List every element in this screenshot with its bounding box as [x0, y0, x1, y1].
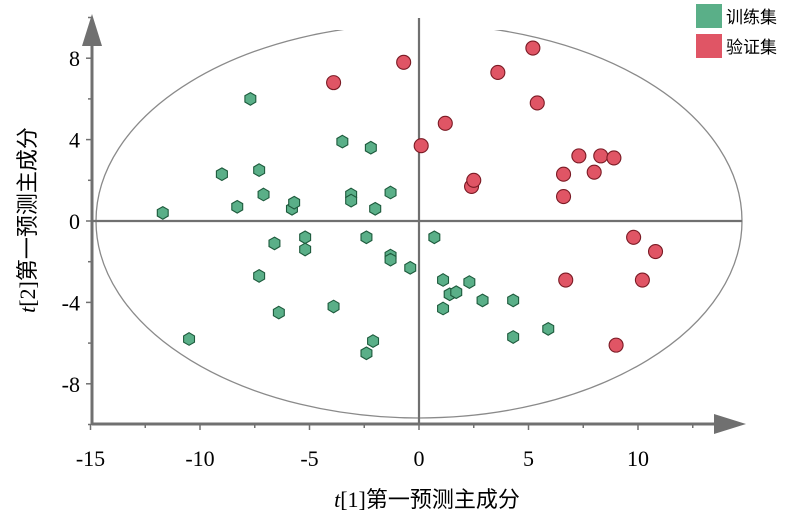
x-tick-label: 0	[414, 446, 425, 471]
training-point	[360, 230, 373, 245]
training-point	[507, 330, 520, 344]
validation-point	[608, 337, 624, 353]
legend-label: 验证集	[726, 38, 777, 58]
training-point	[542, 321, 555, 336]
y-tick-label: 0	[69, 209, 80, 234]
legend-swatch	[696, 4, 722, 28]
validation-point	[626, 229, 642, 245]
training-point	[156, 205, 169, 220]
x-axis-arrow	[714, 414, 746, 434]
training-point	[345, 193, 358, 208]
y-tick-label: -8	[62, 372, 80, 397]
validation-point	[529, 95, 545, 111]
x-tick-label: -15	[76, 446, 105, 471]
validation-point	[593, 148, 609, 164]
training-point	[183, 332, 196, 346]
y-axis-title-rest: [2]第一预测主成分	[15, 127, 40, 307]
validation-point	[606, 150, 622, 166]
y-tick-label: 8	[69, 46, 80, 71]
training-point	[327, 299, 340, 314]
training-point	[360, 346, 373, 361]
training-point	[384, 185, 397, 200]
y-axis-title: t[2]第一预测主成分	[15, 127, 40, 313]
legend-label: 训练集	[726, 8, 777, 28]
validation-point	[437, 115, 453, 131]
validation-point	[555, 166, 572, 182]
x-tick-label: 10	[627, 446, 649, 471]
validation-point	[396, 54, 412, 70]
training-point	[299, 242, 312, 257]
training-point	[364, 140, 377, 155]
training-point	[476, 293, 489, 308]
validation-point	[634, 272, 650, 288]
validation-point	[466, 172, 482, 188]
training-point	[384, 252, 397, 267]
training-point	[288, 195, 301, 210]
training-point	[369, 201, 382, 216]
validation-point	[490, 64, 506, 80]
x-tick-label: 5	[523, 446, 534, 471]
validation-point	[647, 243, 664, 260]
training-point	[404, 260, 417, 275]
training-point	[215, 167, 228, 182]
x-axis-title-italic: t	[334, 487, 341, 512]
training-point	[257, 187, 270, 202]
training-point	[367, 334, 380, 349]
x-tick-label: -5	[300, 446, 318, 471]
training-point	[244, 91, 257, 106]
validation-point	[413, 138, 429, 154]
training-point	[253, 268, 266, 283]
x-tick-label: -10	[185, 446, 214, 471]
validation-point	[326, 75, 342, 91]
series-validation	[326, 40, 664, 353]
legend-swatch	[696, 34, 722, 58]
training-point	[299, 230, 312, 245]
validation-point	[555, 189, 572, 205]
training-point	[463, 275, 476, 290]
training-point	[231, 199, 244, 214]
y-axis-title-italic: t	[15, 306, 40, 313]
training-point	[507, 293, 520, 308]
training-point	[272, 305, 285, 320]
validation-point	[586, 164, 602, 180]
validation-point	[571, 148, 587, 164]
x-axis-title: t[1]第一预测主成分	[334, 487, 520, 512]
training-point	[268, 236, 281, 251]
training-point	[437, 273, 450, 287]
y-tick-label: -4	[62, 290, 80, 315]
x-axis-title-rest: [1]第一预测主成分	[340, 487, 520, 512]
validation-point	[558, 272, 574, 288]
y-tick-label: 4	[69, 128, 80, 153]
training-point	[428, 230, 441, 245]
y-axis-arrow	[82, 14, 102, 46]
training-point	[336, 134, 349, 149]
series-training	[156, 91, 555, 361]
training-point	[450, 285, 463, 300]
training-point	[253, 163, 266, 178]
validation-point	[525, 40, 541, 56]
training-point	[437, 301, 450, 316]
